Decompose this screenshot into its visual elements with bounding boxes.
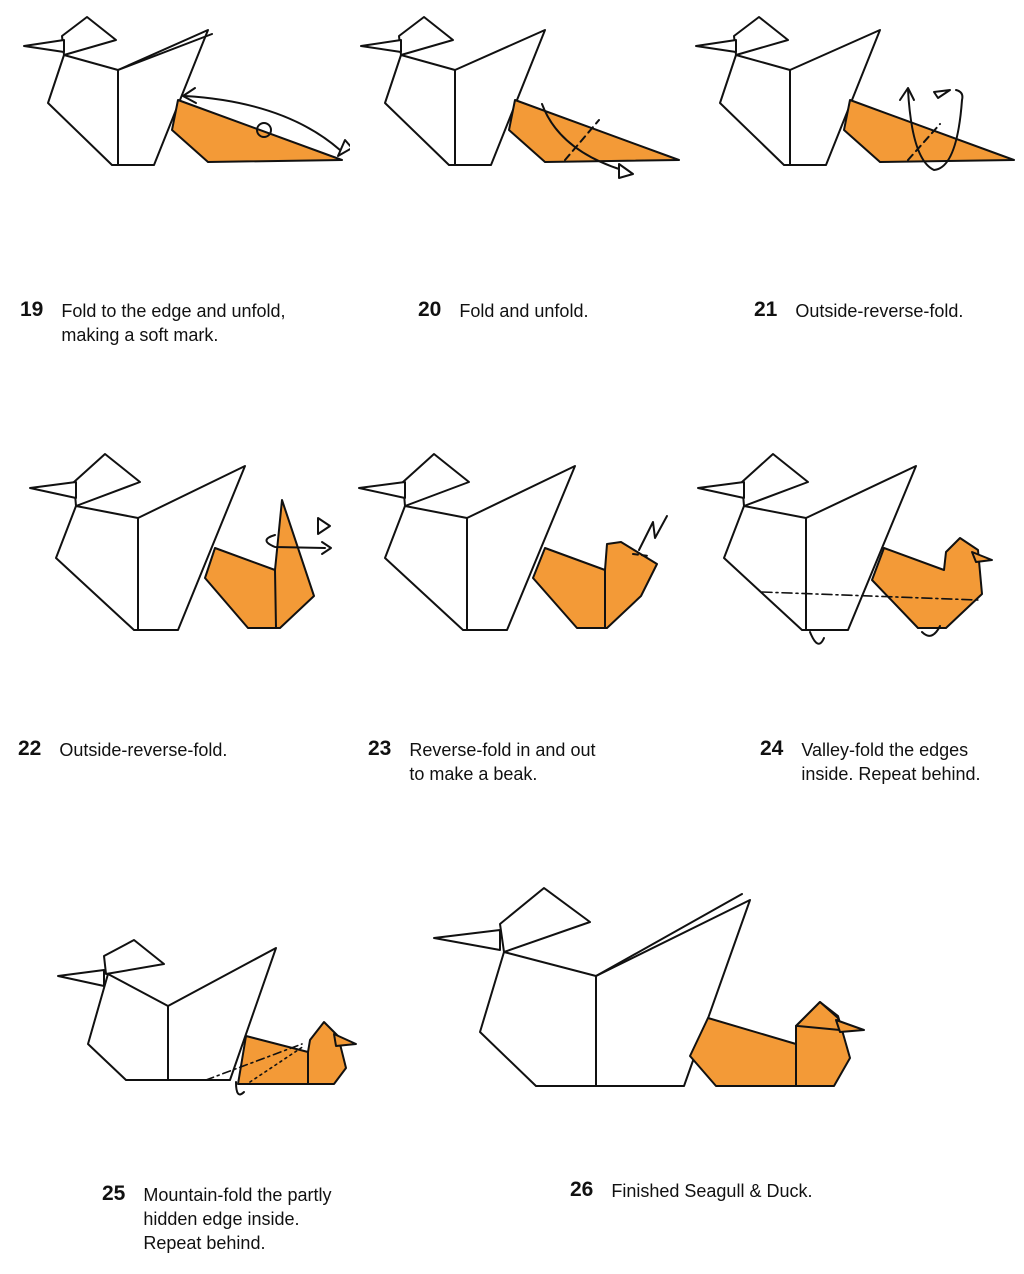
step-number: 19 bbox=[20, 298, 44, 321]
duck-paper-flap bbox=[508, 99, 680, 163]
step-23-caption: 23 Reverse-fold in and out to make a bea… bbox=[368, 737, 595, 786]
finished-seagull bbox=[433, 887, 751, 1087]
diagram-step-23 bbox=[358, 453, 668, 631]
fold-arrow bbox=[921, 625, 941, 637]
diagram-step-19 bbox=[23, 16, 350, 166]
step-22-caption: 22 Outside-reverse-fold. bbox=[18, 737, 227, 762]
diagram-step-26-finished bbox=[433, 887, 865, 1087]
step-20-caption: 20 Fold and unfold. bbox=[418, 298, 588, 323]
seagull-figure bbox=[23, 16, 213, 166]
step-25-caption: 25 Mountain-fold the partly hidden edge … bbox=[102, 1182, 331, 1255]
step-instruction: Finished Seagull & Duck. bbox=[611, 1181, 813, 1201]
zigzag-arrow-icon bbox=[638, 515, 668, 551]
step-instruction: Outside-reverse-fold. bbox=[59, 740, 228, 760]
step-instruction: Mountain-fold the partly hidden edge ins… bbox=[143, 1185, 332, 1253]
step-instruction: Reverse-fold in and out to make a beak. bbox=[409, 740, 596, 784]
step-instruction: Fold and unfold. bbox=[459, 301, 589, 321]
diagram-step-25 bbox=[57, 939, 357, 1096]
step-instruction: Valley-fold the edges inside. Repeat beh… bbox=[801, 740, 981, 784]
fold-arrow bbox=[235, 1081, 245, 1096]
duck-beak bbox=[333, 1033, 357, 1047]
fold-arrow bbox=[809, 631, 825, 645]
arrow-head-icon bbox=[933, 89, 951, 99]
duck-paper-body bbox=[871, 537, 983, 629]
arrow-head-icon bbox=[321, 541, 332, 555]
step-21-caption: 21 Outside-reverse-fold. bbox=[754, 298, 963, 323]
step-number: 24 bbox=[760, 737, 784, 760]
reverse-fold-arrow bbox=[265, 534, 326, 549]
step-number: 21 bbox=[754, 298, 778, 321]
valley-fold-line bbox=[564, 119, 600, 161]
step-instruction: Outside-reverse-fold. bbox=[795, 301, 964, 321]
step-number: 20 bbox=[418, 298, 442, 321]
duck-paper-flap bbox=[843, 99, 1015, 163]
arrow-head-icon bbox=[317, 517, 331, 535]
step-instruction: Fold to the edge and unfold, making a so… bbox=[61, 301, 286, 345]
step-24-caption: 24 Valley-fold the edges inside. Repeat … bbox=[760, 737, 981, 786]
step-26-caption: 26 Finished Seagull & Duck. bbox=[570, 1178, 812, 1203]
arrow-head-icon bbox=[337, 139, 350, 157]
valley-fold-line bbox=[907, 123, 941, 161]
hidden-edge-line bbox=[249, 1045, 305, 1083]
fold-arrow bbox=[184, 95, 341, 151]
duck-beak bbox=[835, 1019, 865, 1033]
diagram-step-20 bbox=[360, 16, 680, 179]
duck-head bbox=[795, 1001, 841, 1031]
duck-beak bbox=[971, 551, 993, 563]
duck-paper-body bbox=[237, 1021, 347, 1085]
reverse-fold-arrow bbox=[907, 89, 964, 171]
diagram-step-21 bbox=[695, 16, 1015, 171]
step-number: 25 bbox=[102, 1182, 126, 1205]
duck-paper-body bbox=[532, 541, 658, 629]
arrow-tail-icon bbox=[182, 87, 197, 104]
diagram-step-24 bbox=[697, 453, 993, 645]
landmark-circle-icon bbox=[256, 122, 272, 138]
diagram-step-22 bbox=[29, 453, 332, 631]
duck-paper-body bbox=[204, 499, 315, 629]
arrow-head-icon bbox=[899, 87, 915, 101]
mountain-fold-line bbox=[761, 591, 979, 601]
step-number: 22 bbox=[18, 737, 42, 760]
beak-fold-line bbox=[632, 553, 650, 557]
step-19-caption: 19 Fold to the edge and unfold, making a… bbox=[20, 298, 286, 347]
step-number: 26 bbox=[570, 1178, 594, 1201]
step-number: 23 bbox=[368, 737, 392, 760]
fold-arrow bbox=[541, 103, 623, 171]
arrow-head-icon bbox=[618, 163, 634, 179]
mountain-fold-line bbox=[205, 1043, 303, 1081]
